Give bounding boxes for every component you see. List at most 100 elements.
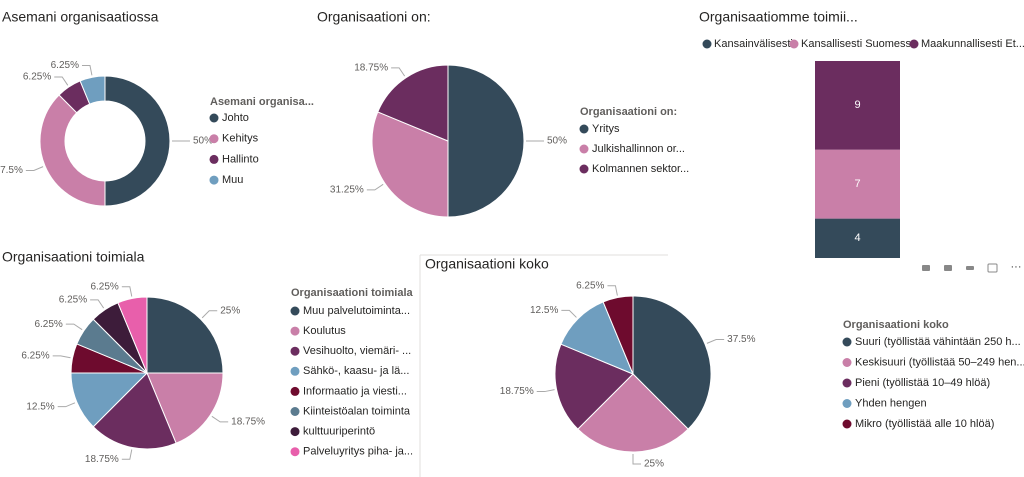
leader-line bbox=[90, 299, 105, 309]
leader-line bbox=[607, 285, 618, 296]
legend-title: Asemani organisa... bbox=[210, 96, 314, 108]
legend-swatch bbox=[842, 399, 852, 408]
legend-item[interactable]: Vesihuolto, viemäri- ... bbox=[303, 345, 411, 357]
legend-swatch bbox=[209, 134, 219, 144]
slice bbox=[554, 343, 634, 430]
legend-item[interactable]: Maakunnallisesti Et... bbox=[921, 38, 1024, 50]
legend-item[interactable]: Informaatio ja viesti... bbox=[303, 385, 407, 397]
chart-title: Asemani organisaatiossa bbox=[2, 9, 159, 25]
legend-item[interactable]: Keskisuuri (työllistää 50–249 hen... bbox=[855, 356, 1024, 368]
data-label: 6.25% bbox=[51, 60, 79, 71]
slice bbox=[104, 75, 171, 207]
legend-item[interactable]: kulttuuriperintö bbox=[303, 426, 375, 438]
legend-item[interactable]: Kansainvälisesti bbox=[714, 38, 793, 50]
legend-item[interactable]: Hallinto bbox=[222, 153, 259, 165]
leader-line bbox=[391, 67, 406, 77]
data-label: 18.75% bbox=[354, 62, 388, 73]
leader-line bbox=[561, 309, 577, 318]
legend-swatch bbox=[842, 337, 852, 347]
legend-item[interactable]: Muu bbox=[222, 174, 243, 186]
legend-item[interactable]: Kolmannen sektor... bbox=[592, 163, 689, 175]
data-label: 6.25% bbox=[59, 294, 87, 305]
legend-swatch bbox=[290, 447, 300, 457]
slice bbox=[377, 64, 449, 142]
slice bbox=[70, 372, 149, 428]
legend-item[interactable]: Yritys bbox=[592, 123, 620, 135]
legend-swatch bbox=[579, 164, 589, 174]
data-label: 6.25% bbox=[21, 350, 49, 361]
visual-toolbar[interactable]: ··· bbox=[922, 261, 1022, 273]
bar-segment bbox=[815, 61, 900, 150]
slice bbox=[92, 372, 177, 450]
data-label: 6.25% bbox=[576, 280, 604, 291]
legend-swatch bbox=[579, 144, 589, 154]
leader-line bbox=[25, 166, 44, 171]
data-label: 50% bbox=[193, 136, 213, 147]
legend-swatch bbox=[842, 378, 852, 388]
legend-swatch bbox=[579, 124, 589, 134]
legend-title: Organisaationi on: bbox=[580, 106, 677, 118]
legend-item[interactable]: Kehitys bbox=[222, 133, 259, 145]
data-label: 18.75% bbox=[500, 386, 534, 397]
data-label: 18.75% bbox=[85, 454, 119, 465]
legend-item[interactable]: Kansallisesti Suomessa bbox=[801, 38, 918, 50]
slice bbox=[577, 373, 689, 453]
legend-item[interactable]: Muu palvelutoiminta... bbox=[303, 305, 410, 317]
leader-line bbox=[201, 310, 218, 319]
legend-item[interactable]: Suuri (työllistää vähintään 250 h... bbox=[855, 336, 1021, 348]
legend-swatch bbox=[290, 427, 300, 437]
legend-swatch bbox=[290, 407, 300, 416]
leader-line bbox=[121, 286, 133, 297]
chart-title: Organisaationi on: bbox=[317, 9, 431, 25]
leader-line bbox=[536, 389, 555, 393]
legend-item[interactable]: Kiinteistöalan toiminta bbox=[303, 405, 411, 417]
data-label: 12.5% bbox=[530, 305, 558, 316]
legend-swatch bbox=[909, 39, 919, 49]
data-label: 7 bbox=[854, 178, 860, 190]
icon[interactable] bbox=[987, 263, 998, 273]
legend-item[interactable]: Mikro (työllistää alle 10 hlöä) bbox=[855, 418, 994, 430]
data-label: 50% bbox=[547, 136, 567, 147]
legend-item[interactable]: Johto bbox=[222, 112, 249, 124]
leader-line bbox=[121, 449, 133, 460]
data-label: 37.5% bbox=[727, 334, 755, 345]
legend-swatch bbox=[290, 306, 300, 316]
leader-line bbox=[54, 76, 69, 86]
slice bbox=[560, 301, 634, 375]
chart-title: Organisaationi toimiala bbox=[2, 249, 145, 265]
legend-item[interactable]: Koulutus bbox=[303, 325, 346, 337]
slice bbox=[447, 64, 525, 218]
data-label: 25% bbox=[220, 305, 240, 316]
leader-line bbox=[706, 339, 725, 344]
data-label: 25% bbox=[644, 459, 664, 470]
legend-swatch bbox=[842, 358, 852, 367]
legend-swatch bbox=[290, 326, 300, 336]
slice bbox=[39, 94, 106, 207]
leader-line bbox=[632, 454, 641, 465]
legend-item[interactable]: Pieni (työllistää 10–49 hlöä) bbox=[855, 377, 990, 389]
slice bbox=[371, 111, 449, 218]
icon[interactable] bbox=[944, 265, 952, 271]
data-label: 12.5% bbox=[26, 401, 54, 412]
legend-item[interactable]: Sähkö-, kaasu- ja lä... bbox=[303, 365, 409, 377]
chart-title: Organisaatiomme toimii... bbox=[699, 9, 858, 25]
icon[interactable] bbox=[922, 265, 930, 271]
slice bbox=[146, 372, 224, 444]
slice bbox=[602, 295, 634, 375]
data-label: 6.25% bbox=[34, 319, 62, 330]
legend-swatch bbox=[789, 39, 799, 49]
legend-item[interactable]: Julkishallinnon or... bbox=[592, 143, 685, 155]
more-icon[interactable]: ··· bbox=[1011, 261, 1022, 273]
legend-swatch bbox=[290, 386, 300, 396]
slice bbox=[146, 296, 224, 374]
legend-item[interactable]: Yhden hengen bbox=[855, 397, 927, 409]
data-label: 37.5% bbox=[0, 165, 23, 176]
data-label: 6.25% bbox=[23, 72, 51, 83]
legend-swatch bbox=[842, 419, 852, 429]
data-label: 18.75% bbox=[231, 417, 265, 428]
legend-item[interactable]: Palveluyritys piha- ja... bbox=[303, 446, 413, 458]
legend-title: Organisaationi koko bbox=[843, 319, 949, 331]
icon[interactable] bbox=[966, 266, 974, 270]
leader-line bbox=[211, 415, 229, 423]
